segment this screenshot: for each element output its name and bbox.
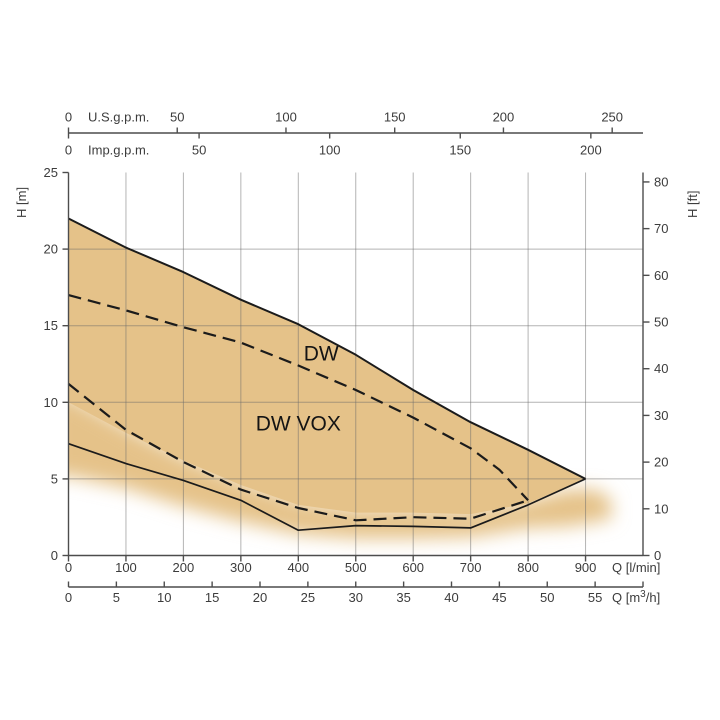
curve-2-dashed	[67, 383, 529, 522]
y-axis-feet: 0 10 20 30 40 50 60 70 80 H [ft]	[642, 172, 700, 563]
y-tick-label-ft: 70	[654, 221, 668, 236]
region-fill	[68, 218, 612, 539]
x-tick-label-m3h: 50	[540, 590, 554, 605]
x-axis-lmin: 0 100 200 300 400 500 600 700 800 900 Q [l/min]	[65, 554, 660, 575]
y-tick-label-ft: 30	[654, 408, 668, 423]
x-tick-label-m3h: 5	[113, 590, 120, 605]
y-tick-label-ft: 80	[654, 174, 668, 189]
y-axis-title-ft: H [ft]	[685, 191, 700, 218]
y-tick-label-m: 10	[44, 395, 58, 410]
y-axis-meters: 0 5 10 15 20 25 H [m]	[14, 165, 70, 563]
x-axis-title-lmin: Q [l/min]	[612, 560, 660, 575]
x-axis-title-usgpm: U.S.g.p.m.	[88, 110, 149, 125]
curve-1-dashed	[68, 294, 529, 502]
y-tick-label-ft: 40	[654, 361, 668, 376]
x-tick-label-impgpm: 150	[449, 143, 471, 158]
x-tick-label-usgpm: 0	[65, 110, 72, 125]
x-tick-label-impgpm: 0	[65, 143, 72, 158]
x-tick-label-lmin: 900	[575, 560, 597, 575]
region-label-dw: DW	[304, 342, 339, 365]
x-tick-label-usgpm: 200	[493, 110, 515, 125]
region-fill-solid	[68, 218, 586, 515]
x-tick-label-m3h: 10	[157, 590, 171, 605]
y-axis-title-m: H [m]	[14, 187, 29, 218]
y-tick-label-ft: 20	[654, 455, 668, 470]
x-tick-label-lmin: 300	[230, 560, 252, 575]
x-tick-label-lmin: 0	[65, 560, 72, 575]
gridlines	[68, 172, 643, 556]
x-tick-label-lmin: 400	[287, 560, 309, 575]
y-tick-label-ft: 60	[654, 268, 668, 283]
x-tick-label-lmin: 700	[460, 560, 482, 575]
pump-curves	[67, 217, 586, 532]
region-fill-fade	[68, 394, 612, 539]
region-label-dw-vox: DW VOX	[256, 413, 341, 436]
y-tick-label-m: 25	[44, 165, 58, 180]
x-tick-label-m3h: 20	[253, 590, 267, 605]
x-tick-label-impgpm: 100	[319, 143, 341, 158]
x-tick-label-lmin: 600	[402, 560, 424, 575]
curve-3-solid	[68, 442, 586, 532]
x-tick-label-usgpm: 50	[170, 110, 184, 125]
curve-0-solid	[68, 217, 586, 480]
x-axis-m3h: 0 5 10 15 20 25 30 35 40 45 50 55 Q [m3/h]	[65, 581, 660, 605]
x-tick-label-m3h: 25	[301, 590, 315, 605]
y-tick-label-ft: 10	[654, 501, 668, 516]
x-tick-label-m3h: 45	[492, 590, 506, 605]
x-tick-label-usgpm: 100	[275, 110, 297, 125]
x-tick-label-lmin: 100	[115, 560, 137, 575]
y-tick-label-m: 20	[44, 242, 58, 257]
x-tick-label-lmin: 800	[517, 560, 539, 575]
x-axis-title-m3h: Q [m3/h]	[612, 589, 660, 605]
x-tick-label-m3h: 55	[588, 590, 602, 605]
x-tick-label-lmin: 200	[173, 560, 195, 575]
y-tick-label-ft: 50	[654, 315, 668, 330]
x-tick-label-m3h: 15	[205, 590, 219, 605]
y-tick-label-m: 0	[51, 548, 58, 563]
x-tick-label-impgpm: 200	[580, 143, 602, 158]
y-tick-label-m: 5	[51, 471, 58, 486]
y-tick-label-ft: 0	[654, 548, 661, 563]
x-tick-label-m3h: 35	[396, 590, 410, 605]
x-tick-label-m3h: 30	[349, 590, 363, 605]
y-tick-label-m: 15	[44, 318, 58, 333]
region-labels: DW DW VOX	[256, 342, 341, 435]
x-axis-title-impgpm: Imp.g.p.m.	[88, 143, 149, 158]
x-axis-gpm: 0 50 100 150 200 250 U.S.g.p.m. 0 50 100 150 200 Imp…	[65, 110, 643, 158]
x-tick-label-lmin: 500	[345, 560, 367, 575]
x-tick-label-impgpm: 50	[192, 143, 206, 158]
x-tick-label-m3h: 0	[65, 590, 72, 605]
x-tick-label-usgpm: 250	[601, 110, 623, 125]
x-tick-label-usgpm: 150	[384, 110, 406, 125]
x-tick-label-m3h: 40	[444, 590, 458, 605]
